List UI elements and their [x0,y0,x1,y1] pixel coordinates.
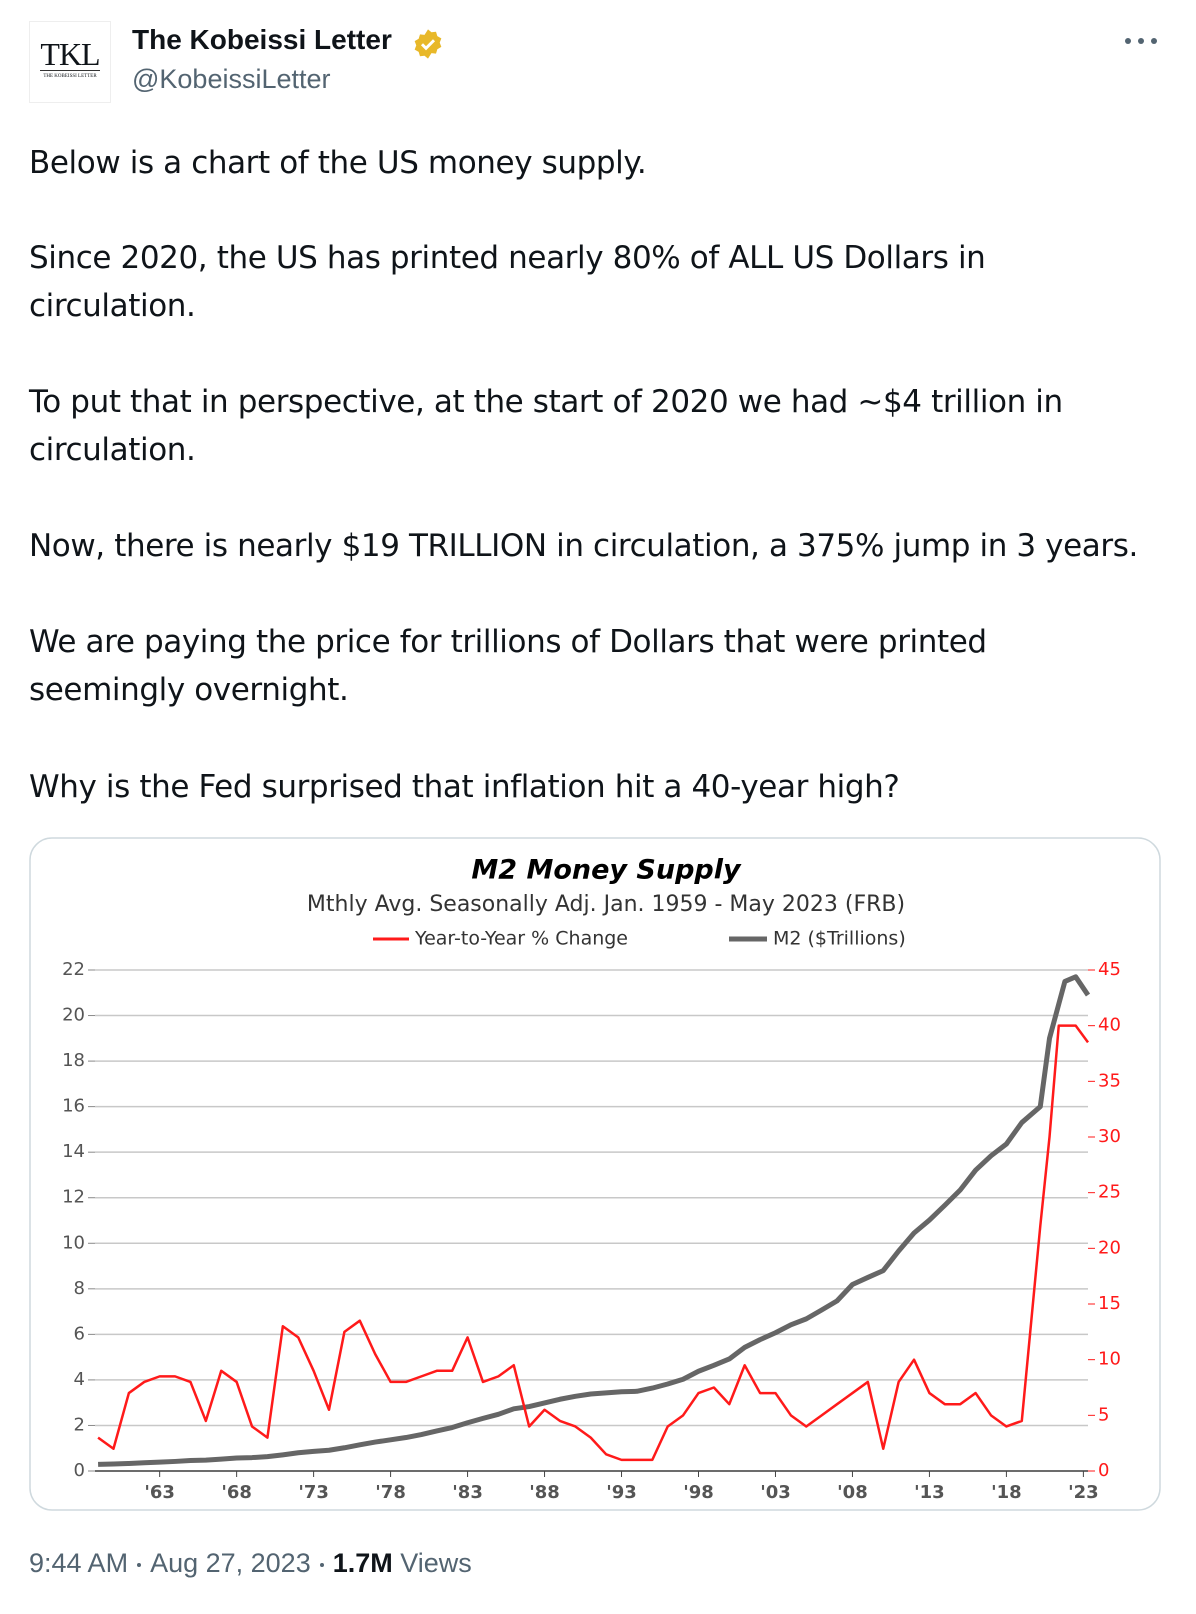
x-tick-label: '73 [298,1482,329,1503]
text-line: To put that in perspective, at the start… [29,384,1063,420]
logo-subtext: THE KOBEISSI LETTER [43,74,97,79]
series-line [98,974,1091,1467]
x-tick-label: '03 [760,1482,791,1503]
x-tick-label: '08 [837,1482,868,1503]
tweet-footer: 9:44 AM Aug 27, 2023 1.7M Views [29,1548,472,1579]
author-handle[interactable]: @KobeissiLetter [132,64,331,94]
x-tick-label: '98 [683,1482,714,1503]
x-tick-label: '88 [529,1482,560,1503]
x-tick-label: '68 [221,1482,252,1503]
logo-text: TKL [40,36,101,72]
paragraph: Why is the Fed surprised that inflation … [29,763,900,811]
x-tick-label: '78 [375,1482,406,1503]
y-tick-label: 0 [74,1460,85,1481]
y-tick-label: 12 [62,1187,85,1208]
legend-label: Year-to-Year % Change [414,928,628,950]
y2-tick-label: 40 [1098,1015,1121,1036]
y-tick-label: 10 [62,1232,85,1253]
y-tick-label: 8 [74,1278,85,1299]
y2-tick-label: 35 [1098,1070,1121,1091]
text-line: circulation. [29,288,196,324]
y-tick-label: 14 [62,1141,85,1162]
y-tick-label: 18 [62,1050,85,1071]
x-tick-label: '18 [991,1482,1022,1503]
author-name[interactable]: The Kobeissi Letter [132,24,392,55]
y2-tick-label: 30 [1098,1126,1121,1147]
avatar[interactable]: TKL THE KOBEISSI LETTER [29,21,111,103]
text-line: seemingly overnight. [29,672,349,708]
y-tick-label: 22 [62,959,85,980]
more-menu[interactable] [1124,36,1158,46]
y2-tick-label: 0 [1098,1460,1109,1481]
y-tick-label: 16 [62,1096,85,1117]
separator [319,1562,324,1567]
views-label: Views [400,1548,472,1578]
verified-badge [414,29,442,59]
y2-tick-label: 5 [1098,1404,1109,1425]
x-tick-label: '93 [606,1482,637,1503]
x-tick-label: '13 [914,1482,945,1503]
y-tick-label: 4 [74,1369,85,1390]
legend-label: M2 ($Trillions) [773,928,906,950]
paragraph: Below is a chart of the US money supply. [29,139,647,187]
chart: M2 Money Supply Mthly Avg. Seasonally Ad… [29,837,1161,1511]
chart-subtitle: Mthly Avg. Seasonally Adj. Jan. 1959 - M… [307,892,905,917]
text-line: Now, there is nearly $19 TRILLION in cir… [29,528,1138,564]
views-count: 1.7M [332,1548,393,1578]
time[interactable]: 9:44 AM [29,1548,129,1578]
date[interactable]: Aug 27, 2023 [150,1548,311,1578]
text-line: Below is a chart of the US money supply. [29,145,647,181]
y-tick-label: 20 [62,1005,85,1026]
paragraph: We are paying the price for trillions of… [29,618,987,714]
paragraph: Since 2020, the US has printed nearly 80… [29,234,986,330]
text-line: Why is the Fed surprised that inflation … [29,769,900,805]
separator [137,1562,142,1567]
chart-title: M2 Money Supply [471,855,742,886]
chart-card [29,837,1161,1511]
paragraph: To put that in perspective, at the start… [29,378,1063,474]
x-tick-label: '23 [1068,1482,1099,1503]
y-tick-label: 2 [74,1414,85,1435]
y-tick-label: 6 [74,1323,85,1344]
y2-tick-label: 15 [1098,1293,1121,1314]
text-line: Since 2020, the US has printed nearly 80… [29,240,986,276]
y2-tick-label: 10 [1098,1349,1121,1370]
y2-tick-label: 45 [1098,959,1121,980]
x-tick-label: '83 [452,1482,483,1503]
y2-tick-label: 20 [1098,1237,1121,1258]
paragraph: Now, there is nearly $19 TRILLION in cir… [29,522,1138,570]
text-line: circulation. [29,432,196,468]
x-tick-label: '63 [144,1482,175,1503]
series-line [97,1024,1090,1462]
text-line: We are paying the price for trillions of… [29,624,987,660]
y2-tick-label: 25 [1098,1182,1121,1203]
